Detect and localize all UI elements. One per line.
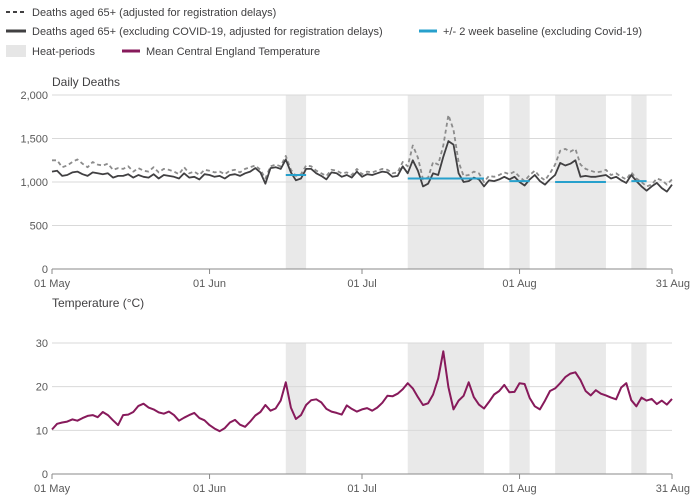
y-tick-label: 2,000 xyxy=(20,90,48,102)
x-tick-label: 01 Jun xyxy=(193,483,226,495)
x-tick-label: 01 May xyxy=(34,278,71,290)
legend-label-baseline: +/- 2 week baseline (excluding Covid-19) xyxy=(443,26,642,38)
x-tick-label: 01 Aug xyxy=(502,483,536,495)
deaths-excl-covid-line xyxy=(51,140,673,193)
y-tick-label: 1,500 xyxy=(20,134,48,146)
legend-label-deaths-excl: Deaths aged 65+ (excluding COVID-19, adj… xyxy=(32,26,383,38)
y-tick-label: 20 xyxy=(36,382,48,394)
deaths-y-ticks: 0 500 1,000 1,500 2,000 xyxy=(20,90,48,276)
deaths-x-ticks: 01 May 01 Jun 01 Jul 01 Aug 31 Aug xyxy=(34,269,690,290)
x-tick-label: 31 Aug xyxy=(656,278,690,290)
x-tick-label: 01 Jul xyxy=(347,278,376,290)
legend-label-deaths-adj: Deaths aged 65+ (adjusted for registrati… xyxy=(32,7,276,19)
temperature-series xyxy=(51,350,673,433)
y-tick-label: 0 xyxy=(42,469,48,481)
heat-period-band xyxy=(631,343,647,474)
heat-period-band xyxy=(555,343,606,474)
y-tick-label: 500 xyxy=(30,221,48,233)
temperature-y-ticks: 0 10 20 30 xyxy=(36,338,48,481)
temperature-heat-periods xyxy=(285,343,647,474)
legend-label-heat: Heat-periods xyxy=(32,46,95,58)
temperature-x-ticks: 01 May 01 Jun 01 Jul 01 Aug 31 Aug xyxy=(34,474,690,495)
x-tick-label: 01 Aug xyxy=(502,278,536,290)
legend-label-temp: Mean Central England Temperature xyxy=(146,46,320,58)
y-tick-label: 1,000 xyxy=(20,177,48,189)
legend-swatch-heat xyxy=(6,45,26,57)
temperature-chart-title: Temperature (°C) xyxy=(52,296,144,310)
x-tick-label: 01 Jul xyxy=(347,483,376,495)
temperature-line xyxy=(51,350,673,433)
y-tick-label: 10 xyxy=(36,425,48,437)
y-tick-label: 0 xyxy=(42,264,48,276)
x-tick-label: 01 May xyxy=(34,483,71,495)
deaths-chart-title: Daily Deaths xyxy=(52,75,120,89)
deaths-series xyxy=(51,114,673,193)
heat-period-band xyxy=(285,343,307,474)
x-tick-label: 01 Jun xyxy=(193,278,226,290)
x-tick-label: 31 Aug xyxy=(656,483,690,495)
heat-period-band xyxy=(509,343,530,474)
deaths-adjusted-line xyxy=(52,114,673,188)
y-tick-label: 30 xyxy=(36,338,48,350)
legend: Deaths aged 65+ (adjusted for registrati… xyxy=(6,7,642,58)
